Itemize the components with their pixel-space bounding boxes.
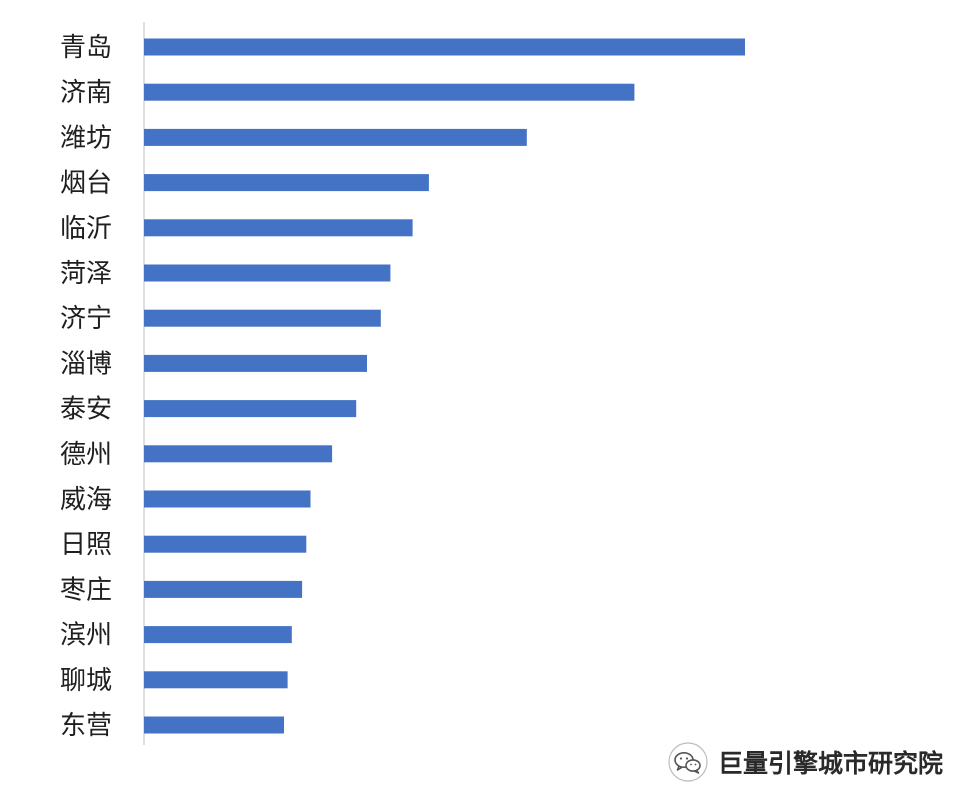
bars-group [144,38,745,734]
bar-5 [144,264,391,282]
watermark: 巨量引擎城市研究院 [668,740,943,784]
category-label-1: 济南 [60,78,112,108]
bar-13 [144,626,292,644]
bar-11 [144,535,307,553]
bar-8 [144,400,357,418]
category-label-14: 聊城 [60,666,112,696]
bar-1 [144,83,635,101]
bar-4 [144,219,413,237]
category-label-9: 德州 [60,440,112,470]
bar-9 [144,445,333,463]
category-label-7: 淄博 [60,349,112,379]
bar-10 [144,490,311,508]
category-label-2: 潍坊 [60,123,112,153]
bar-6 [144,309,381,327]
category-label-15: 东营 [60,711,112,741]
category-label-4: 临沂 [60,214,112,244]
watermark-text: 巨量引擎城市研究院 [718,749,944,778]
bar-3 [144,174,429,192]
category-label-8: 泰安 [60,395,112,425]
category-label-3: 烟台 [60,169,112,199]
bar-14 [144,671,288,689]
bar-7 [144,354,367,372]
category-label-12: 枣庄 [60,575,112,605]
category-label-0: 青岛 [60,33,112,63]
bar-0 [144,38,745,56]
bar-12 [144,580,303,598]
category-label-6: 济宁 [60,304,112,334]
category-label-13: 滨州 [60,621,112,651]
category-label-11: 日照 [60,530,112,560]
bar-15 [144,716,284,734]
category-label-5: 菏泽 [60,259,112,289]
wechat-icon [668,742,708,782]
bar-2 [144,128,527,146]
category-label-10: 威海 [60,485,112,515]
